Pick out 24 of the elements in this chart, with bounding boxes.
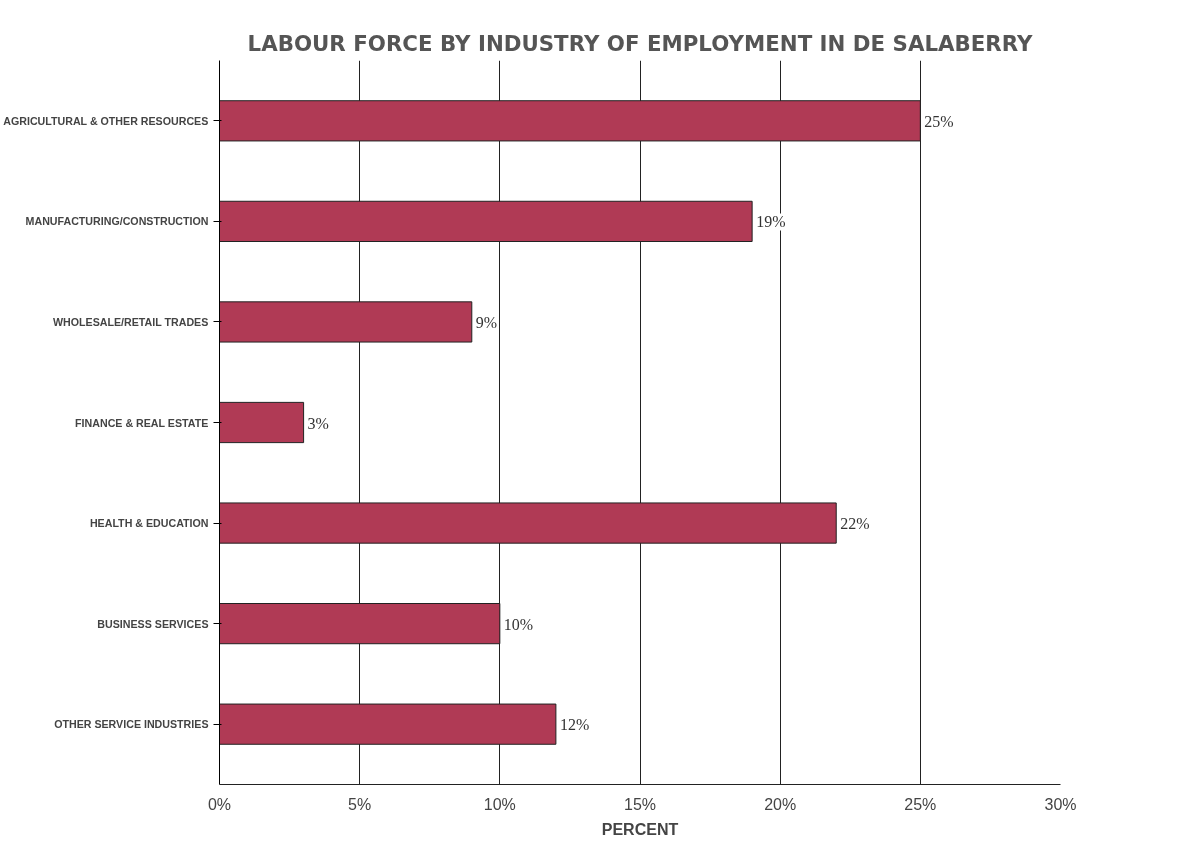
data-label: 9% (475, 313, 498, 331)
data-label: 19% (756, 213, 786, 231)
data-label: 25% (924, 112, 954, 130)
chart-title: LABOUR FORCE BY INDUSTRY OF EMPLOYMENT IN DE SALABERRY (247, 30, 1033, 56)
x-tick-label: 15% (623, 795, 657, 813)
y-tick-label: HEALTH & EDUCATION (89, 517, 209, 530)
x-tick-label: 20% (764, 795, 797, 813)
x-axis-title: PERCENT (601, 820, 679, 838)
y-tick-label: WHOLESALE/RETAIL TRADES (53, 315, 209, 328)
y-tick-label: BUSINESS SERVICES (97, 617, 209, 630)
bar (219, 401, 305, 444)
x-tick-label: 30% (1044, 795, 1077, 813)
data-label: 10% (503, 615, 534, 633)
data-label: 12% (559, 716, 590, 734)
y-tick-label: OTHER SERVICE INDUSTRIES (54, 718, 209, 731)
x-tick-label: 0% (207, 795, 232, 813)
y-tick-label: FINANCE & REAL ESTATE (75, 416, 209, 429)
y-tick-label: AGRICULTURAL & OTHER RESOURCES (3, 114, 209, 127)
x-tick-label: 5% (348, 795, 372, 813)
x-tick-label: 10% (483, 795, 516, 813)
data-label: 22% (840, 515, 870, 533)
data-label: 3% (307, 414, 329, 432)
y-tick-label: MANUFACTURING/CONSTRUCTION (25, 215, 209, 228)
x-tick-label: 25% (904, 795, 937, 813)
